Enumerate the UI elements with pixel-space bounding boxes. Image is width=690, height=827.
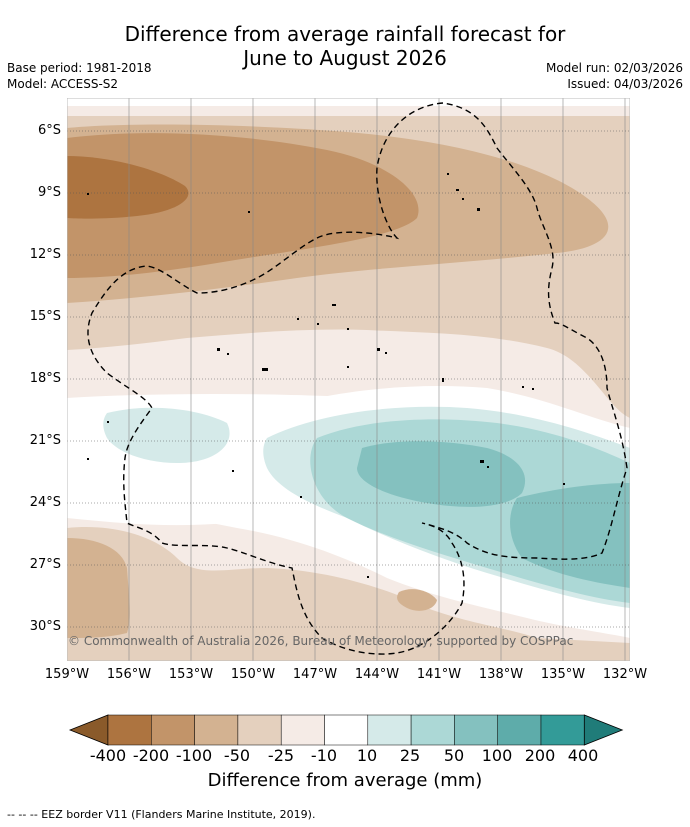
colorbar-tick: 100 [481, 746, 513, 765]
colorbar-tick: 200 [524, 746, 556, 765]
lat-gridlines [67, 130, 630, 628]
eez-footnote: -- -- -- EEZ border V11 (Flanders Marine… [7, 808, 316, 821]
colorbar-segment [540, 714, 585, 746]
colorbar-tick: -10 [310, 746, 338, 765]
lat-label: 9°S [37, 185, 61, 200]
lon-label: 150°W [230, 667, 276, 682]
lat-label: 12°S [29, 247, 61, 262]
lon-label: 132°W [602, 667, 648, 682]
lon-label: 156°W [106, 667, 152, 682]
colorbar-segments [68, 714, 624, 746]
dry-area-brown [67, 133, 419, 278]
colorbar-segment [194, 714, 239, 746]
colorbar-tick: 10 [356, 746, 378, 765]
dry-area-dark [67, 156, 189, 219]
colorbar-tick: 400 [567, 746, 599, 765]
base-period: Base period: 1981-2018 [7, 61, 152, 75]
colorbar-segment [367, 714, 412, 746]
lon-label: 159°W [44, 667, 90, 682]
wet-area-light-west [103, 407, 230, 463]
title-line-1: Difference from average rainfall forecas… [124, 22, 566, 46]
lat-label: 15°S [29, 309, 61, 324]
colorbar-tick: -200 [132, 746, 170, 765]
lat-label: 27°S [29, 557, 61, 572]
colorbar-label: Difference from average (mm) [207, 770, 483, 791]
colorbar-segment [280, 714, 325, 746]
colorbar-segment [497, 714, 542, 746]
colorbar-segment [410, 714, 455, 746]
colorbar-segment [324, 714, 369, 746]
eez-border [87, 102, 628, 655]
lat-label: 24°S [29, 495, 61, 510]
colorbar-tick: -100 [175, 746, 213, 765]
meta-left: Base period: 1981-2018 Model: ACCESS-S2 [7, 60, 152, 92]
copyright-notice: © Commonwealth of Australia 2026, Bureau… [68, 634, 574, 648]
colorbar-tick: -50 [223, 746, 251, 765]
colorbar-tick: -400 [89, 746, 127, 765]
lon-label: 138°W [478, 667, 524, 682]
lon-label: 135°W [540, 667, 586, 682]
lon-label: 141°W [416, 667, 462, 682]
colorbar-segment [107, 714, 152, 746]
model-name: Model: ACCESS-S2 [7, 77, 119, 91]
colorbar-tick: -25 [267, 746, 295, 765]
lon-label: 153°W [168, 667, 214, 682]
lon-label: 147°W [292, 667, 338, 682]
lat-label: 30°S [29, 619, 61, 634]
issued-date: Issued: 04/03/2026 [567, 77, 683, 91]
islands [87, 173, 565, 578]
colorbar [68, 714, 624, 746]
colorbar-segment [151, 714, 195, 746]
colorbar-segment [237, 714, 282, 746]
colorbar-segment [454, 714, 498, 746]
title-line-2: June to August 2026 [243, 46, 447, 70]
colorbar-tick: 25 [399, 746, 421, 765]
lon-gridlines [67, 98, 626, 661]
wet-area-strong [357, 441, 526, 507]
model-run-date: Model run: 02/03/2026 [545, 61, 683, 75]
colorbar-arrow-right [583, 714, 624, 746]
lat-label: 6°S [37, 123, 61, 138]
lat-label: 18°S [29, 371, 61, 386]
lat-label: 21°S [29, 433, 61, 448]
lon-label: 144°W [354, 667, 400, 682]
map-title: Difference from average rainfall forecas… [0, 22, 690, 70]
colorbar-arrow-left [68, 714, 109, 746]
meta-right: Model run: 02/03/2026 Issued: 04/03/2026 [546, 60, 683, 92]
rainfall-map [67, 98, 630, 661]
colorbar-tick: 50 [443, 746, 465, 765]
